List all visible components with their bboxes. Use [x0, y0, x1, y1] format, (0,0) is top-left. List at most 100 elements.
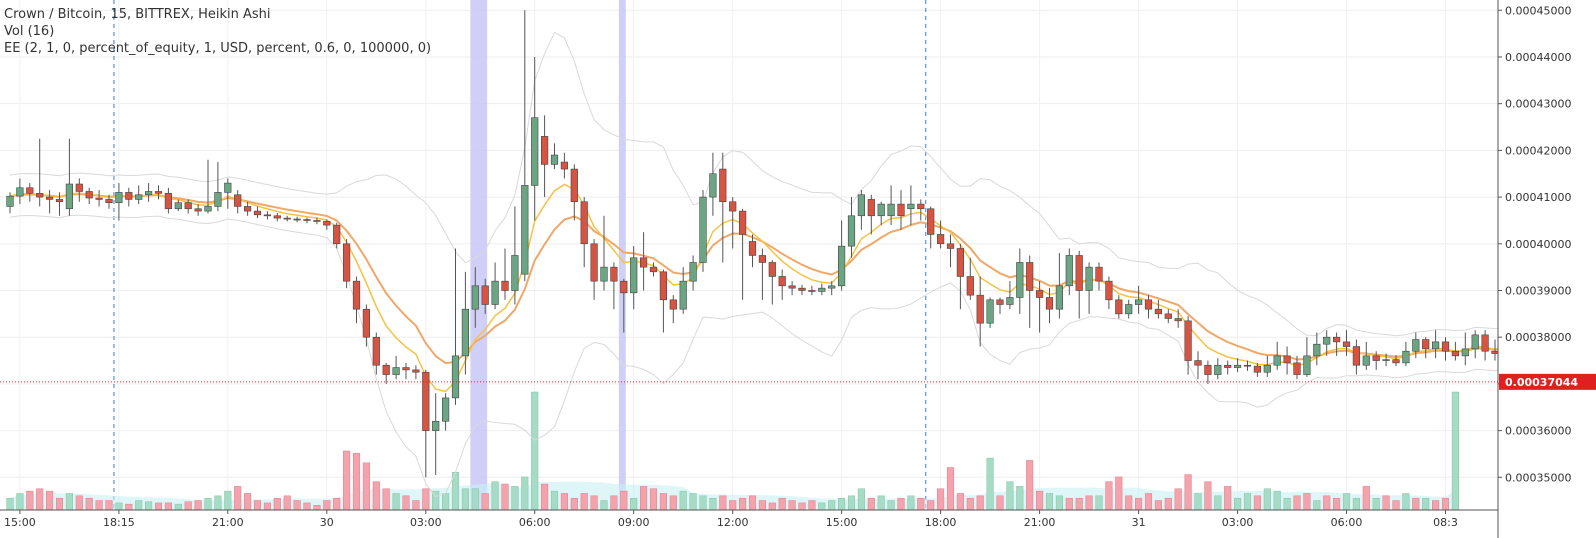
- volume-bar: [1392, 500, 1400, 511]
- candle-body: [164, 193, 173, 210]
- time-tick-label: 03:00: [1222, 516, 1254, 529]
- candle-body: [996, 299, 1004, 305]
- volume-bar: [1154, 500, 1162, 511]
- volume-bar: [966, 497, 974, 511]
- volume-bar: [135, 500, 143, 511]
- candle-body: [105, 199, 113, 203]
- candle-body: [1491, 350, 1499, 354]
- volume-bar: [6, 497, 14, 511]
- candle-body: [1055, 285, 1063, 310]
- candle-body: [986, 299, 994, 324]
- price-tick-label: 0.00040000: [1505, 238, 1571, 251]
- volume-bar: [145, 501, 153, 511]
- candle-body: [1095, 266, 1103, 282]
- candle-body: [531, 117, 539, 186]
- time-tick-label: 12:00: [717, 516, 749, 529]
- candle-body: [758, 255, 766, 263]
- legend-symbol[interactable]: Crown / Bitcoin, 15, BITTREX, Heikin Ash…: [4, 7, 271, 22]
- volume-bar: [758, 500, 766, 511]
- volume-bar: [471, 488, 479, 511]
- candle-body: [540, 136, 549, 165]
- volume-bar: [1441, 497, 1450, 511]
- volume-bar: [442, 493, 450, 511]
- volume-bar: [1125, 495, 1133, 511]
- volume-bar: [570, 497, 578, 511]
- candle-body: [788, 285, 796, 289]
- time-tick-label: 21:00: [212, 516, 244, 529]
- volume-bar: [402, 495, 410, 511]
- volume-bar: [1174, 488, 1182, 511]
- volume-bar: [838, 497, 846, 511]
- volume-bar: [699, 495, 707, 511]
- candle-body: [1065, 255, 1073, 287]
- volume-bar: [521, 476, 529, 511]
- candle-body: [649, 266, 658, 273]
- candle-body: [352, 280, 361, 310]
- volume-bar: [422, 488, 430, 511]
- volume-bar: [1115, 476, 1123, 511]
- volume-bar: [1303, 493, 1311, 511]
- candle-body: [273, 215, 281, 219]
- volume-bar: [600, 500, 608, 511]
- last-price-label: 0.00037044: [1505, 376, 1578, 389]
- volume-bar: [719, 495, 727, 511]
- candle-body: [917, 203, 925, 210]
- candle-body: [115, 192, 123, 203]
- candle-body: [798, 287, 806, 291]
- candle-body: [253, 210, 262, 216]
- volume-bar: [1352, 497, 1360, 511]
- candle-body: [639, 257, 648, 268]
- volume-bar: [204, 497, 212, 511]
- volume-bar: [1372, 497, 1380, 511]
- candle-body: [471, 285, 479, 310]
- candle-body: [402, 367, 410, 371]
- candle-body: [768, 262, 776, 277]
- volume-bar: [184, 501, 192, 511]
- candle-body: [1135, 299, 1143, 305]
- candle-body: [927, 208, 935, 235]
- volume-bar: [630, 497, 638, 511]
- candle-body: [1422, 339, 1430, 350]
- candle-body: [1115, 299, 1123, 315]
- candle-body: [1105, 280, 1113, 301]
- volume-bar: [1234, 497, 1242, 511]
- candle-body: [976, 294, 984, 324]
- candle-body: [382, 364, 390, 375]
- volume-bar: [194, 500, 202, 511]
- legend-volume[interactable]: Vol (16): [4, 24, 55, 39]
- volume-bar: [550, 490, 559, 511]
- volume-bar: [1243, 493, 1252, 511]
- candle-body: [154, 191, 163, 194]
- legend-strategy[interactable]: EE (2, 1, 0, percent_of_equity, 1, USD, …: [4, 41, 432, 56]
- volume-bar: [1026, 460, 1034, 511]
- candle-body: [936, 234, 945, 245]
- candle-body: [946, 243, 955, 249]
- volume-bar: [1036, 490, 1044, 511]
- volume-bar: [1016, 486, 1024, 511]
- volume-bar: [1342, 493, 1351, 511]
- volume-bar: [75, 495, 83, 511]
- volume-bar: [1451, 391, 1459, 511]
- volume-bar: [511, 486, 519, 511]
- volume-bar: [808, 500, 816, 511]
- volume-bar: [1055, 495, 1063, 511]
- volume-bar: [125, 503, 133, 511]
- candle-body: [303, 219, 311, 221]
- volume-bar: [897, 497, 905, 511]
- candle-body: [451, 355, 460, 399]
- volume-bar: [105, 500, 113, 511]
- volume-bar: [531, 391, 539, 511]
- candle-body: [867, 199, 875, 217]
- candle-body: [501, 280, 509, 291]
- candle-body: [194, 208, 202, 212]
- volume-bar: [679, 490, 687, 511]
- volume-bar: [1283, 497, 1291, 511]
- volume-bar: [1085, 495, 1093, 511]
- candle-body: [342, 243, 351, 282]
- volume-bar: [154, 502, 163, 511]
- candle-body: [26, 187, 34, 194]
- volume-bar: [382, 488, 390, 511]
- candle-body: [1125, 304, 1133, 315]
- ema-slow-line: [9, 193, 1596, 365]
